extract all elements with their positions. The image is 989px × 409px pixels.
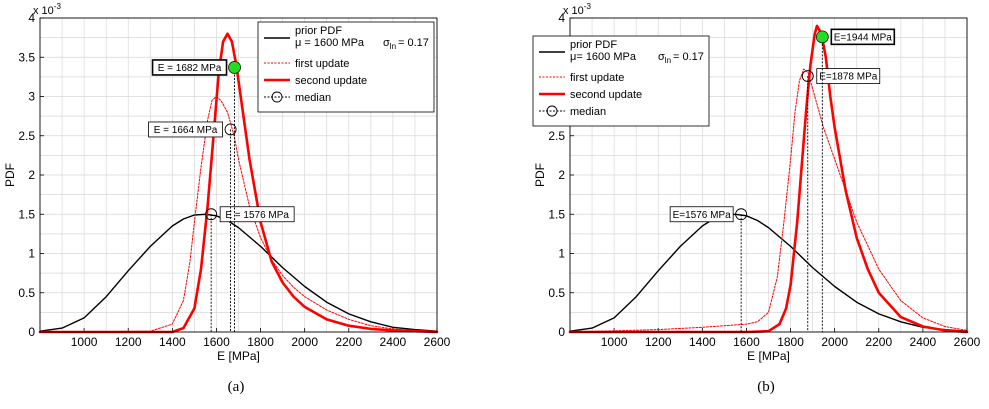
legend-label-first-update: first update bbox=[295, 58, 349, 70]
median-annotation-label: E=1944 MPa bbox=[834, 32, 893, 43]
legend-label-second-update: second update bbox=[295, 75, 367, 87]
y-axis-multiplier: x 10-3 bbox=[563, 2, 591, 17]
x-tick-label: 2400 bbox=[380, 335, 407, 349]
median-annotation-label: E = 1664 MPa bbox=[154, 125, 218, 136]
legend-sigma-symbol: σ bbox=[658, 51, 665, 63]
median-annotation-label: E=1576 MPa bbox=[673, 210, 732, 221]
legend-sigma-value: = 0.17 bbox=[673, 51, 704, 63]
x-tick-label: 2600 bbox=[424, 335, 451, 349]
y-tick-label: 3 bbox=[28, 90, 35, 104]
median-marker bbox=[735, 208, 748, 221]
x-tick-label: 1800 bbox=[777, 335, 804, 349]
series-line-second-update bbox=[568, 24, 969, 334]
median-marker-highlight bbox=[228, 61, 241, 74]
y-tick-label: 2.5 bbox=[18, 129, 35, 143]
x-tick-label: 2000 bbox=[291, 335, 318, 349]
legend-sigma-symbol: σ bbox=[383, 37, 390, 49]
legend-sigma-subscript: ln bbox=[665, 56, 671, 65]
legend-box bbox=[532, 35, 710, 127]
series-line-first-update bbox=[569, 68, 968, 333]
y-tick-label: 3.5 bbox=[18, 50, 35, 64]
legend-label-prior: prior PDF bbox=[295, 25, 342, 37]
series-line-second-update bbox=[38, 32, 439, 334]
median-annotation-box bbox=[148, 121, 223, 138]
legend-swatch-median-marker bbox=[271, 91, 283, 103]
y-axis-multiplier-base: x 10 bbox=[563, 5, 584, 17]
legend-label-prior-sigma: σln = 0.17 bbox=[383, 37, 429, 51]
y-tick-label: 0.5 bbox=[18, 286, 35, 300]
legend-label-second-update: second update bbox=[570, 89, 642, 101]
legend-sigma-value: = 0.17 bbox=[398, 37, 429, 49]
y-tick-label: 2 bbox=[28, 168, 35, 182]
y-tick-label: 1 bbox=[558, 247, 565, 261]
legend-sigma-subscript: ln bbox=[390, 42, 396, 51]
median-annotation-box bbox=[816, 68, 881, 84]
y-tick-label: 1.5 bbox=[18, 207, 35, 221]
chart-0: 1000 1200 1400 1600 1800 2000 2200 2400 2600 0 0.5… bbox=[3, 2, 451, 395]
y-axis-multiplier-exponent: -3 bbox=[54, 2, 62, 11]
x-tick-label: 1400 bbox=[689, 335, 716, 349]
legend-box bbox=[257, 21, 435, 113]
legend-swatch-median-marker bbox=[546, 105, 558, 117]
plot-frame bbox=[569, 17, 968, 333]
legend-label-first-update: first update bbox=[570, 72, 624, 84]
x-tick-label: 1600 bbox=[733, 335, 760, 349]
y-tick-label: 1.5 bbox=[548, 207, 565, 221]
y-tick-label: 2.5 bbox=[548, 129, 565, 143]
legend-label-prior-sigma: σln = 0.17 bbox=[658, 51, 704, 65]
y-tick-label: 2 bbox=[558, 168, 565, 182]
x-tick-label: 1200 bbox=[645, 335, 672, 349]
x-tick-label: 2000 bbox=[821, 335, 848, 349]
y-tick-label: 0 bbox=[558, 325, 565, 339]
legend-label-median: median bbox=[295, 92, 331, 104]
x-tick-label: 2400 bbox=[910, 335, 937, 349]
x-axis-label: E [MPa] bbox=[217, 349, 260, 363]
y-axis-label: PDF bbox=[533, 163, 547, 187]
chart-1: 1000 1200 1400 1600 1800 2000 2200 2400 2600 0 0.5… bbox=[532, 2, 981, 395]
x-tick-label: 2200 bbox=[335, 335, 362, 349]
x-tick-label: 1000 bbox=[71, 335, 98, 349]
median-annotation-box bbox=[669, 206, 734, 223]
plot-frame bbox=[39, 17, 438, 333]
median-marker bbox=[801, 70, 814, 83]
y-axis-multiplier-exponent: -3 bbox=[584, 2, 592, 11]
median-marker bbox=[205, 208, 218, 221]
legend-label-prior-mu: μ = 1600 MPa bbox=[295, 37, 365, 49]
median-annotation-label: E = 1682 MPa bbox=[158, 63, 222, 74]
x-tick-label: 1400 bbox=[159, 335, 186, 349]
y-axis-multiplier-base: x 10 bbox=[33, 5, 54, 17]
figure-caption: (b) bbox=[757, 379, 775, 395]
median-marker bbox=[224, 123, 237, 136]
series-line-prior-pdf bbox=[569, 213, 968, 332]
x-tick-label: 2200 bbox=[865, 335, 892, 349]
median-marker-highlight bbox=[815, 30, 829, 44]
x-tick-label: 1000 bbox=[601, 335, 628, 349]
legend-label-prior: prior PDF bbox=[570, 39, 617, 51]
median-annotation-box bbox=[151, 59, 228, 76]
median-annotation-box bbox=[219, 206, 295, 223]
series-line-first-update bbox=[39, 96, 438, 333]
y-tick-label: 4 bbox=[28, 11, 35, 25]
y-axis-label: PDF bbox=[3, 163, 17, 187]
median-annotation-box bbox=[830, 28, 896, 46]
y-axis-multiplier: x 10-3 bbox=[33, 2, 61, 17]
median-annotation-label: E=1878 MPa bbox=[819, 72, 878, 83]
y-tick-label: 0 bbox=[28, 325, 35, 339]
x-tick-label: 1200 bbox=[115, 335, 142, 349]
x-axis-label: E [MPa] bbox=[747, 349, 790, 363]
x-tick-label: 2600 bbox=[954, 335, 981, 349]
median-annotation-label: E = 1576 MPa bbox=[225, 210, 289, 221]
y-tick-label: 4 bbox=[558, 11, 565, 25]
x-tick-label: 1800 bbox=[247, 335, 274, 349]
figure-caption: (a) bbox=[228, 379, 245, 395]
y-tick-label: 0.5 bbox=[548, 286, 565, 300]
legend-label-median: median bbox=[570, 106, 606, 118]
y-tick-label: 1 bbox=[28, 247, 35, 261]
x-tick-label: 1600 bbox=[203, 335, 230, 349]
legend-label-prior-mu: μ= 1600 MPa bbox=[570, 51, 637, 63]
